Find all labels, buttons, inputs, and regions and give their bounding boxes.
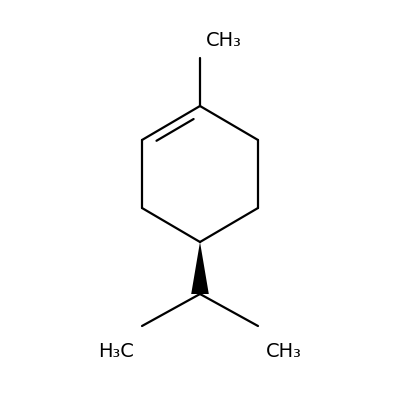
Text: CH₃: CH₃ [206,31,242,50]
Text: CH₃: CH₃ [266,342,302,361]
Text: H₃C: H₃C [98,342,134,361]
Polygon shape [191,242,209,294]
